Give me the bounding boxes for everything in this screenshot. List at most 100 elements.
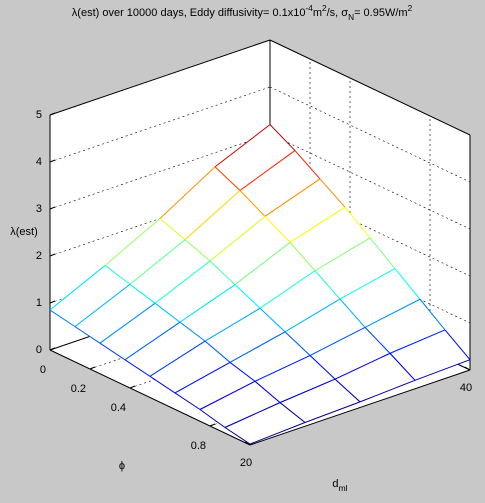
mesh-edge — [199, 380, 256, 410]
mesh-face — [200, 381, 280, 428]
z-tick-label: 4 — [36, 156, 42, 168]
mesh-face — [180, 284, 260, 342]
mesh-edge — [339, 298, 366, 328]
mesh-face — [185, 190, 265, 262]
mesh-edge — [254, 355, 311, 382]
mesh-edge — [104, 265, 131, 285]
tick-mark — [49, 159, 56, 163]
mesh-edge — [314, 237, 371, 272]
mesh-edge — [99, 342, 126, 361]
mesh-edge — [334, 378, 361, 403]
mesh-face — [150, 341, 230, 393]
mesh-edge — [234, 242, 291, 286]
mesh-face — [290, 207, 370, 271]
y-axis-label: dml — [332, 478, 347, 493]
tick-mark — [49, 112, 56, 116]
chart-title-part: -4 — [305, 4, 313, 13]
mesh-edge — [229, 362, 256, 382]
mesh-face — [225, 402, 305, 445]
mesh-edge — [319, 178, 346, 208]
mesh-face — [280, 379, 360, 423]
mesh-edge — [129, 283, 156, 304]
mesh-edge — [184, 190, 241, 241]
mesh-edge — [259, 307, 286, 333]
x-axis-label: ϕ — [119, 460, 125, 472]
y-tick-label: 20 — [240, 457, 252, 469]
z-tick-label: 3 — [36, 203, 42, 215]
mesh-edge — [239, 190, 266, 217]
mesh-edge — [289, 242, 316, 272]
mesh-face — [340, 268, 420, 328]
mesh-face — [315, 237, 395, 300]
mesh-edge — [209, 216, 266, 262]
mesh-edge — [174, 392, 201, 410]
x-tick-label: 0.4 — [111, 402, 126, 414]
mesh-edge — [294, 150, 321, 180]
z-tick-label: 5 — [36, 109, 42, 121]
mesh-edge — [124, 359, 151, 377]
mesh-face — [265, 178, 345, 243]
mesh-face — [235, 242, 315, 309]
z-tick-label: 2 — [36, 250, 42, 262]
axis-box-edge — [49, 39, 271, 116]
y-axis-label-part: d — [332, 478, 338, 490]
tick-mark — [244, 441, 251, 446]
mesh-face — [310, 327, 390, 380]
mesh-edge — [269, 124, 296, 151]
mesh-edge — [159, 218, 186, 241]
mesh-edge — [104, 218, 161, 266]
mesh-edge — [129, 239, 186, 285]
tick-mark — [49, 206, 56, 210]
x-tick-label: 0.2 — [71, 383, 86, 395]
mesh-edge — [364, 327, 391, 354]
mesh-edge — [224, 427, 251, 445]
mesh-edge — [419, 298, 446, 331]
mesh-edge — [199, 409, 226, 428]
chart-title-part: = 0.95W/m — [354, 7, 408, 19]
mesh-face — [155, 261, 235, 323]
y-axis-label-part: ml — [339, 483, 348, 493]
mesh-edge — [239, 150, 296, 191]
mesh-face — [50, 265, 130, 327]
chart-title: λ(est) over 10000 days, Eddy diffusivity… — [72, 4, 413, 22]
mesh-face — [240, 150, 320, 217]
mesh-edge — [334, 352, 391, 380]
z-tick-label: 0 — [36, 344, 42, 356]
mesh-edge — [154, 302, 181, 323]
mesh-edge — [279, 402, 306, 423]
mesh-edge — [309, 355, 336, 380]
mesh-edge — [74, 283, 131, 328]
mesh-edge — [284, 298, 341, 333]
grid-line — [49, 86, 271, 163]
chart-title-part: N — [348, 13, 354, 22]
axis-box-edge — [249, 369, 471, 446]
tick-mark — [49, 347, 56, 351]
chart-title-part: /s, σ — [327, 7, 349, 19]
grid-line — [269, 133, 471, 230]
mesh-edge — [259, 270, 316, 309]
mesh-edge — [159, 166, 216, 219]
mesh-edge — [369, 237, 396, 269]
z-axis-label: λ(est) — [10, 226, 38, 238]
mesh-edge — [179, 284, 236, 323]
z-tick-label: 1 — [36, 297, 42, 309]
mesh-face — [125, 322, 205, 377]
tick-mark — [49, 253, 56, 257]
mesh-face — [230, 331, 310, 382]
chart-title-part: λ(est) over 10000 days, Eddy diffusivity… — [72, 7, 306, 19]
mesh-edge — [359, 379, 416, 403]
mesh-face — [160, 166, 240, 240]
mesh-edge — [49, 309, 76, 328]
mesh-edge — [389, 353, 416, 381]
mesh-face — [335, 353, 415, 402]
y-tick-label: 40 — [460, 382, 472, 394]
mesh-edge — [99, 302, 156, 344]
mesh-edge — [344, 206, 371, 239]
mesh-edge — [214, 124, 271, 168]
tick-mark — [49, 300, 56, 304]
mesh-face — [255, 355, 335, 403]
mesh-edge — [224, 402, 281, 428]
mesh-face — [105, 218, 185, 285]
